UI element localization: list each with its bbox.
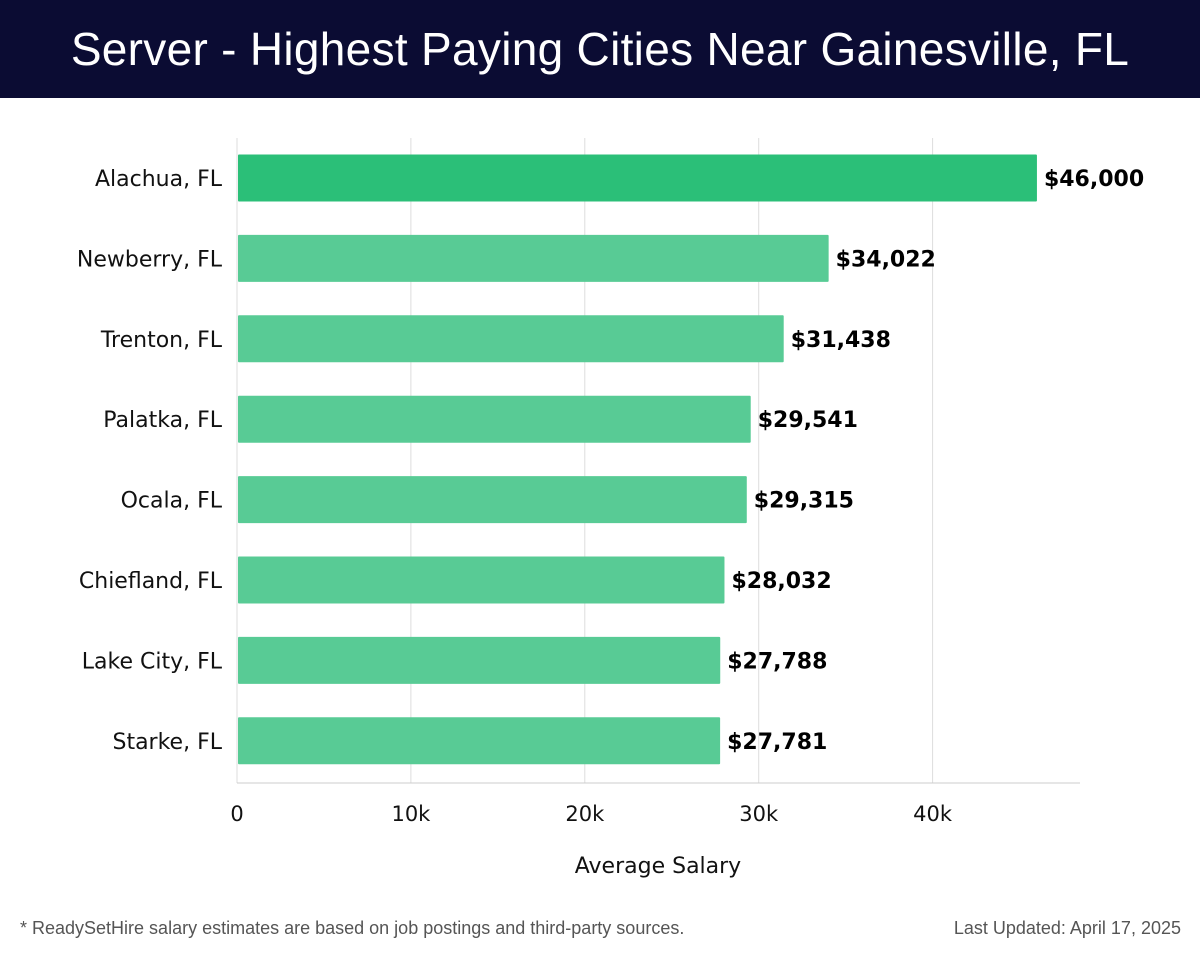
x-tick-label: 0 xyxy=(230,802,243,826)
category-label: Alachua, FL xyxy=(95,167,223,192)
x-tick-label: 10k xyxy=(391,802,431,826)
data-label: $28,032 xyxy=(731,569,831,594)
bar xyxy=(238,154,1037,202)
data-label: $27,781 xyxy=(727,730,827,755)
x-tick-label: 20k xyxy=(565,802,605,826)
data-label: $46,000 xyxy=(1044,167,1144,192)
page-title: Server - Highest Paying Cities Near Gain… xyxy=(70,23,1130,75)
category-label: Lake City, FL xyxy=(82,649,223,674)
bar xyxy=(238,476,747,524)
data-label: $34,022 xyxy=(836,247,936,272)
category-label: Trenton, FL xyxy=(100,328,223,353)
category-label: Starke, FL xyxy=(112,730,222,755)
x-axis-label: Average Salary xyxy=(575,854,741,879)
category-label: Palatka, FL xyxy=(103,408,222,433)
x-tick-label: 40k xyxy=(913,802,953,826)
bar xyxy=(238,556,725,604)
bar xyxy=(238,636,721,684)
bar xyxy=(238,395,751,443)
header-banner: Server - Highest Paying Cities Near Gain… xyxy=(0,0,1200,98)
data-label: $27,788 xyxy=(727,649,827,674)
bar-chart: 0 10k 20k 30k 40k Average Salary Alachua, FL $4… xyxy=(77,138,1144,879)
data-label: $29,541 xyxy=(758,408,858,433)
bar xyxy=(238,234,829,282)
category-label: Ocala, FL xyxy=(121,489,223,514)
category-label: Newberry, FL xyxy=(77,247,223,272)
bar xyxy=(238,315,784,363)
last-updated: Last Updated: April 17, 2025 xyxy=(953,918,1181,938)
data-label: $29,315 xyxy=(754,489,854,514)
data-label: $31,438 xyxy=(791,328,891,353)
category-label: Chiefland, FL xyxy=(79,569,223,594)
bar xyxy=(238,717,721,765)
footer-note: * ReadySetHire salary estimates are base… xyxy=(20,918,685,938)
x-tick-label: 30k xyxy=(739,802,779,826)
